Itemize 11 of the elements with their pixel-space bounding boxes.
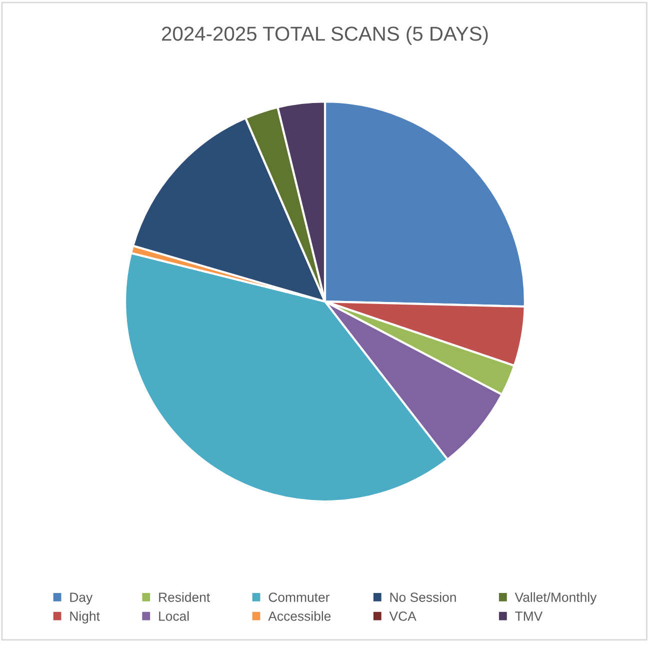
chart-title: 2024-2025 TOTAL SCANS (5 DAYS): [162, 26, 488, 45]
legend-label: Vallet/Monthly: [514, 592, 597, 605]
legend-label: TMV: [515, 612, 543, 621]
legend-label: Night: [70, 611, 100, 624]
legend-label: Accessible: [268, 611, 331, 621]
legend-label: Resident: [159, 592, 210, 602]
legend-label: Commuter: [268, 592, 330, 602]
legend-label: Local: [159, 611, 189, 621]
legend-label: Day: [70, 592, 93, 605]
legend-label: No Session: [390, 592, 456, 602]
legend-label: VCA: [389, 612, 416, 621]
